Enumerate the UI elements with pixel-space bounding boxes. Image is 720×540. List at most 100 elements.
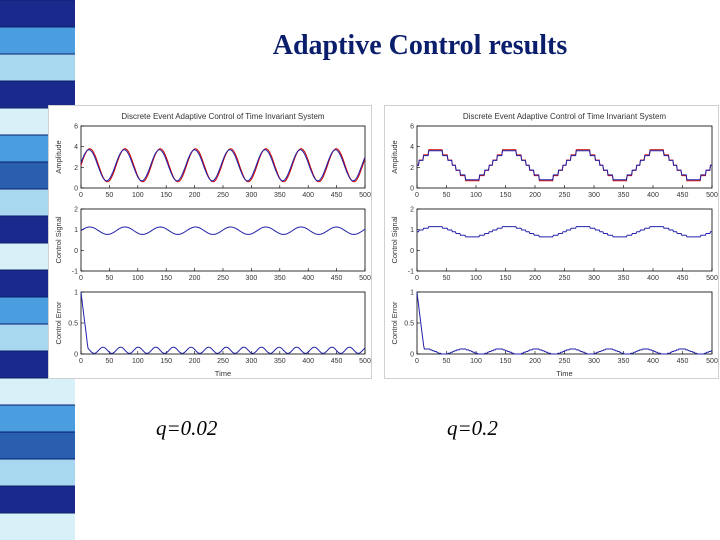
x-tick-label: 0 [79, 192, 83, 199]
chart-left-svg: Discrete Event Adaptive Control of Time … [54, 112, 371, 378]
chart-panel-right: Discrete Event Adaptive Control of Time … [384, 105, 719, 379]
y-tick-label: 4 [74, 144, 78, 151]
x-tick-label: 150 [500, 192, 512, 199]
x-tick-label: 500 [359, 358, 371, 365]
series-line-output [417, 150, 712, 181]
y-tick-label: 1 [74, 227, 78, 234]
x-tick-label: 400 [302, 275, 314, 282]
x-tick-label: 250 [217, 192, 229, 199]
series-line-control [417, 226, 712, 238]
x-tick-label: 300 [246, 358, 258, 365]
y-tick-label: 1 [74, 290, 78, 297]
x-tick-label: 400 [302, 358, 314, 365]
series-line-output [80, 149, 366, 182]
strip-block [0, 432, 75, 459]
subplot-axes [80, 208, 366, 272]
series-line-reference [80, 148, 366, 183]
x-tick-label: 350 [618, 275, 630, 282]
x-tick-label: 50 [443, 275, 451, 282]
y-tick-label: 6 [74, 124, 78, 131]
x-tick-label: 450 [331, 358, 343, 365]
y-tick-label: -1 [72, 269, 78, 276]
x-tick-label: 300 [246, 275, 258, 282]
x-tick-label: 350 [274, 358, 286, 365]
y-tick-label: 1 [410, 290, 414, 297]
x-tick-label: 250 [559, 192, 571, 199]
x-tick-label: 200 [189, 358, 201, 365]
series-line-control [80, 226, 366, 235]
caption-right: q=0.2 [447, 416, 498, 440]
x-tick-label: 50 [443, 192, 451, 199]
y-tick-label: 2 [74, 165, 78, 172]
x-tick-label: 150 [160, 192, 172, 199]
x-tick-label: 350 [274, 192, 286, 199]
series-line-error [416, 291, 712, 355]
strip-block [0, 405, 75, 432]
x-tick-label: 0 [415, 358, 419, 365]
x-tick-label: 100 [470, 358, 482, 365]
y-tick-label: 0 [74, 248, 78, 255]
y-axis-label: Amplitude [54, 140, 63, 173]
x-tick-label: 200 [529, 275, 541, 282]
x-tick-label: 350 [618, 192, 630, 199]
x-tick-label: 150 [500, 275, 512, 282]
x-tick-label: 200 [529, 192, 541, 199]
x-tick-label: 300 [246, 192, 258, 199]
y-tick-label: 4 [410, 144, 414, 151]
strip-block [0, 0, 75, 27]
x-tick-label: 500 [706, 358, 718, 365]
strip-block [0, 27, 75, 54]
chart-title: Discrete Event Adaptive Control of Time … [121, 112, 325, 121]
x-tick-label: 50 [443, 358, 451, 365]
strip-block [0, 486, 75, 513]
y-tick-label: 0.5 [68, 321, 78, 328]
y-tick-label: 2 [74, 207, 78, 214]
x-tick-label: 0 [415, 275, 419, 282]
x-tick-label: 50 [106, 192, 114, 199]
y-tick-label: -1 [408, 269, 414, 276]
x-tick-label: 150 [160, 275, 172, 282]
y-axis-label: Control Signal [54, 216, 63, 263]
x-tick-label: 50 [106, 358, 114, 365]
x-tick-label: 250 [559, 275, 571, 282]
x-tick-label: 450 [331, 192, 343, 199]
x-tick-label: 400 [647, 192, 659, 199]
y-axis-label: Control Signal [390, 216, 399, 263]
y-tick-label: 0 [410, 186, 414, 193]
x-tick-label: 100 [470, 192, 482, 199]
x-tick-label: 250 [217, 275, 229, 282]
series-line-error [80, 291, 366, 354]
x-tick-label: 300 [588, 192, 600, 199]
caption-left: q=0.02 [156, 416, 218, 440]
x-tick-label: 300 [588, 358, 600, 365]
y-tick-label: 6 [410, 124, 414, 131]
x-tick-label: 400 [302, 192, 314, 199]
x-tick-label: 500 [359, 192, 371, 199]
chart-title: Discrete Event Adaptive Control of Time … [463, 112, 667, 121]
x-tick-label: 450 [677, 358, 689, 365]
x-tick-label: 450 [331, 275, 343, 282]
x-tick-label: 0 [79, 358, 83, 365]
x-tick-label: 100 [470, 275, 482, 282]
x-tick-label: 100 [132, 275, 144, 282]
x-tick-label: 200 [529, 358, 541, 365]
strip-block [0, 459, 75, 486]
x-tick-label: 500 [359, 275, 371, 282]
x-tick-label: 250 [559, 358, 571, 365]
y-tick-label: 0 [74, 352, 78, 359]
strip-block [0, 81, 75, 108]
x-tick-label: 350 [618, 358, 630, 365]
x-axis-label: Time [556, 369, 572, 378]
chart-right-svg: Discrete Event Adaptive Control of Time … [390, 112, 718, 378]
y-tick-label: 2 [410, 165, 414, 172]
x-tick-label: 450 [677, 275, 689, 282]
subplot-axes [416, 291, 713, 355]
x-tick-label: 300 [588, 275, 600, 282]
y-axis-label: Control Error [54, 301, 63, 344]
x-tick-label: 150 [160, 358, 172, 365]
y-tick-label: 0 [410, 352, 414, 359]
x-tick-label: 500 [706, 275, 718, 282]
x-axis-label: Time [215, 369, 231, 378]
x-tick-label: 0 [79, 275, 83, 282]
x-tick-label: 100 [132, 358, 144, 365]
